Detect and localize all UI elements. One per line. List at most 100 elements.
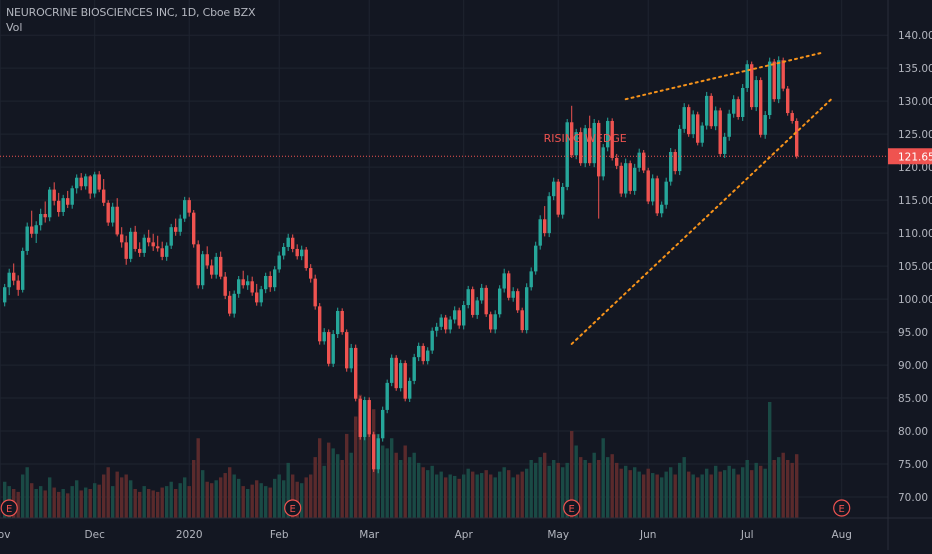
candle[interactable] [322, 328, 326, 345]
candle[interactable] [52, 182, 56, 206]
candle[interactable] [768, 57, 772, 119]
candle[interactable] [736, 96, 740, 120]
candle[interactable] [417, 342, 421, 362]
candle[interactable] [264, 272, 268, 294]
candle[interactable] [457, 307, 461, 329]
candle[interactable] [529, 267, 533, 291]
candle[interactable] [538, 215, 542, 250]
candle[interactable] [574, 128, 578, 160]
price-axis[interactable]: 70.00 75.00 80.00 85.00 90.00 95.00 100.00 105.… [887, 0, 932, 550]
candle[interactable] [705, 91, 709, 130]
candle[interactable] [25, 222, 29, 255]
candle[interactable] [273, 266, 277, 292]
candle[interactable] [628, 160, 632, 195]
candle[interactable] [124, 235, 128, 265]
candle[interactable] [588, 115, 592, 166]
earnings-marker[interactable]: E [833, 499, 851, 517]
candle[interactable] [250, 276, 254, 296]
candle[interactable] [691, 110, 695, 139]
candle[interactable] [48, 186, 52, 222]
candle[interactable] [655, 175, 659, 216]
volume-indicator-label[interactable]: Vol [6, 21, 23, 34]
candle[interactable] [291, 234, 295, 253]
candle[interactable] [174, 218, 178, 236]
candle[interactable] [673, 149, 677, 175]
candle[interactable] [583, 124, 587, 168]
candle[interactable] [381, 406, 385, 442]
candle[interactable] [543, 206, 547, 237]
candle[interactable] [786, 85, 790, 116]
candle[interactable] [619, 162, 623, 197]
candle[interactable] [772, 58, 776, 102]
candle[interactable] [439, 314, 443, 331]
candle[interactable] [39, 208, 43, 231]
candle[interactable] [340, 308, 344, 335]
candle[interactable] [754, 76, 758, 112]
candle[interactable] [714, 106, 718, 131]
candle[interactable] [556, 179, 560, 218]
candle[interactable] [579, 127, 583, 166]
candle[interactable] [606, 117, 610, 152]
candle[interactable] [637, 148, 641, 172]
earnings-marker[interactable]: E [563, 499, 581, 517]
candle[interactable] [237, 276, 241, 298]
wedge-lower-line[interactable] [570, 96, 834, 345]
candle[interactable] [448, 316, 452, 334]
candle[interactable] [592, 118, 596, 168]
candle[interactable] [669, 148, 673, 186]
earnings-marker[interactable]: E [0, 499, 18, 517]
candle[interactable] [642, 149, 646, 174]
candle[interactable] [228, 291, 232, 317]
candle[interactable] [597, 120, 601, 219]
candle[interactable] [223, 272, 227, 300]
candle[interactable] [246, 275, 250, 290]
candle[interactable] [205, 246, 209, 269]
candle[interactable] [750, 61, 754, 110]
candle[interactable] [133, 225, 137, 252]
candle[interactable] [624, 158, 628, 198]
symbol-title[interactable]: NEUROCRINE BIOSCIENCES INC, 1D, Cboe BZX [6, 6, 256, 19]
candle[interactable] [282, 243, 286, 260]
candle[interactable] [489, 311, 493, 333]
candle[interactable] [498, 285, 502, 318]
candle[interactable] [66, 190, 70, 209]
candle[interactable] [570, 105, 574, 158]
candle[interactable] [610, 118, 614, 161]
candle[interactable] [763, 111, 767, 139]
candle[interactable] [507, 270, 511, 301]
candle[interactable] [561, 182, 565, 219]
candle[interactable] [502, 268, 506, 293]
candle[interactable] [358, 396, 362, 440]
candle[interactable] [412, 353, 416, 385]
candle[interactable] [745, 60, 749, 92]
candle[interactable] [696, 111, 700, 146]
candle[interactable] [709, 93, 713, 129]
candle[interactable] [664, 177, 668, 209]
candle[interactable] [120, 227, 124, 248]
candle[interactable] [70, 185, 74, 209]
candle[interactable] [678, 124, 682, 176]
candle[interactable] [165, 242, 169, 261]
candle[interactable] [525, 283, 529, 334]
candle[interactable] [327, 329, 331, 367]
candle[interactable] [795, 118, 799, 159]
candle[interactable] [201, 250, 205, 290]
candle[interactable] [781, 57, 785, 92]
candle[interactable] [777, 56, 781, 104]
candle[interactable] [601, 144, 605, 181]
earnings-marker[interactable]: E [284, 499, 302, 517]
candle[interactable] [372, 431, 376, 472]
candle[interactable] [61, 194, 65, 216]
candle[interactable] [421, 343, 425, 365]
last-price-tag[interactable] [888, 148, 932, 165]
rising-wedge-label[interactable]: RISING WEDGE [544, 132, 627, 145]
candle[interactable] [399, 359, 403, 392]
candle[interactable] [349, 343, 353, 373]
wedge-upper-line[interactable] [624, 51, 825, 101]
candle[interactable] [3, 283, 7, 307]
candle[interactable] [444, 314, 448, 334]
candle[interactable] [138, 242, 142, 257]
candle[interactable] [790, 110, 794, 124]
